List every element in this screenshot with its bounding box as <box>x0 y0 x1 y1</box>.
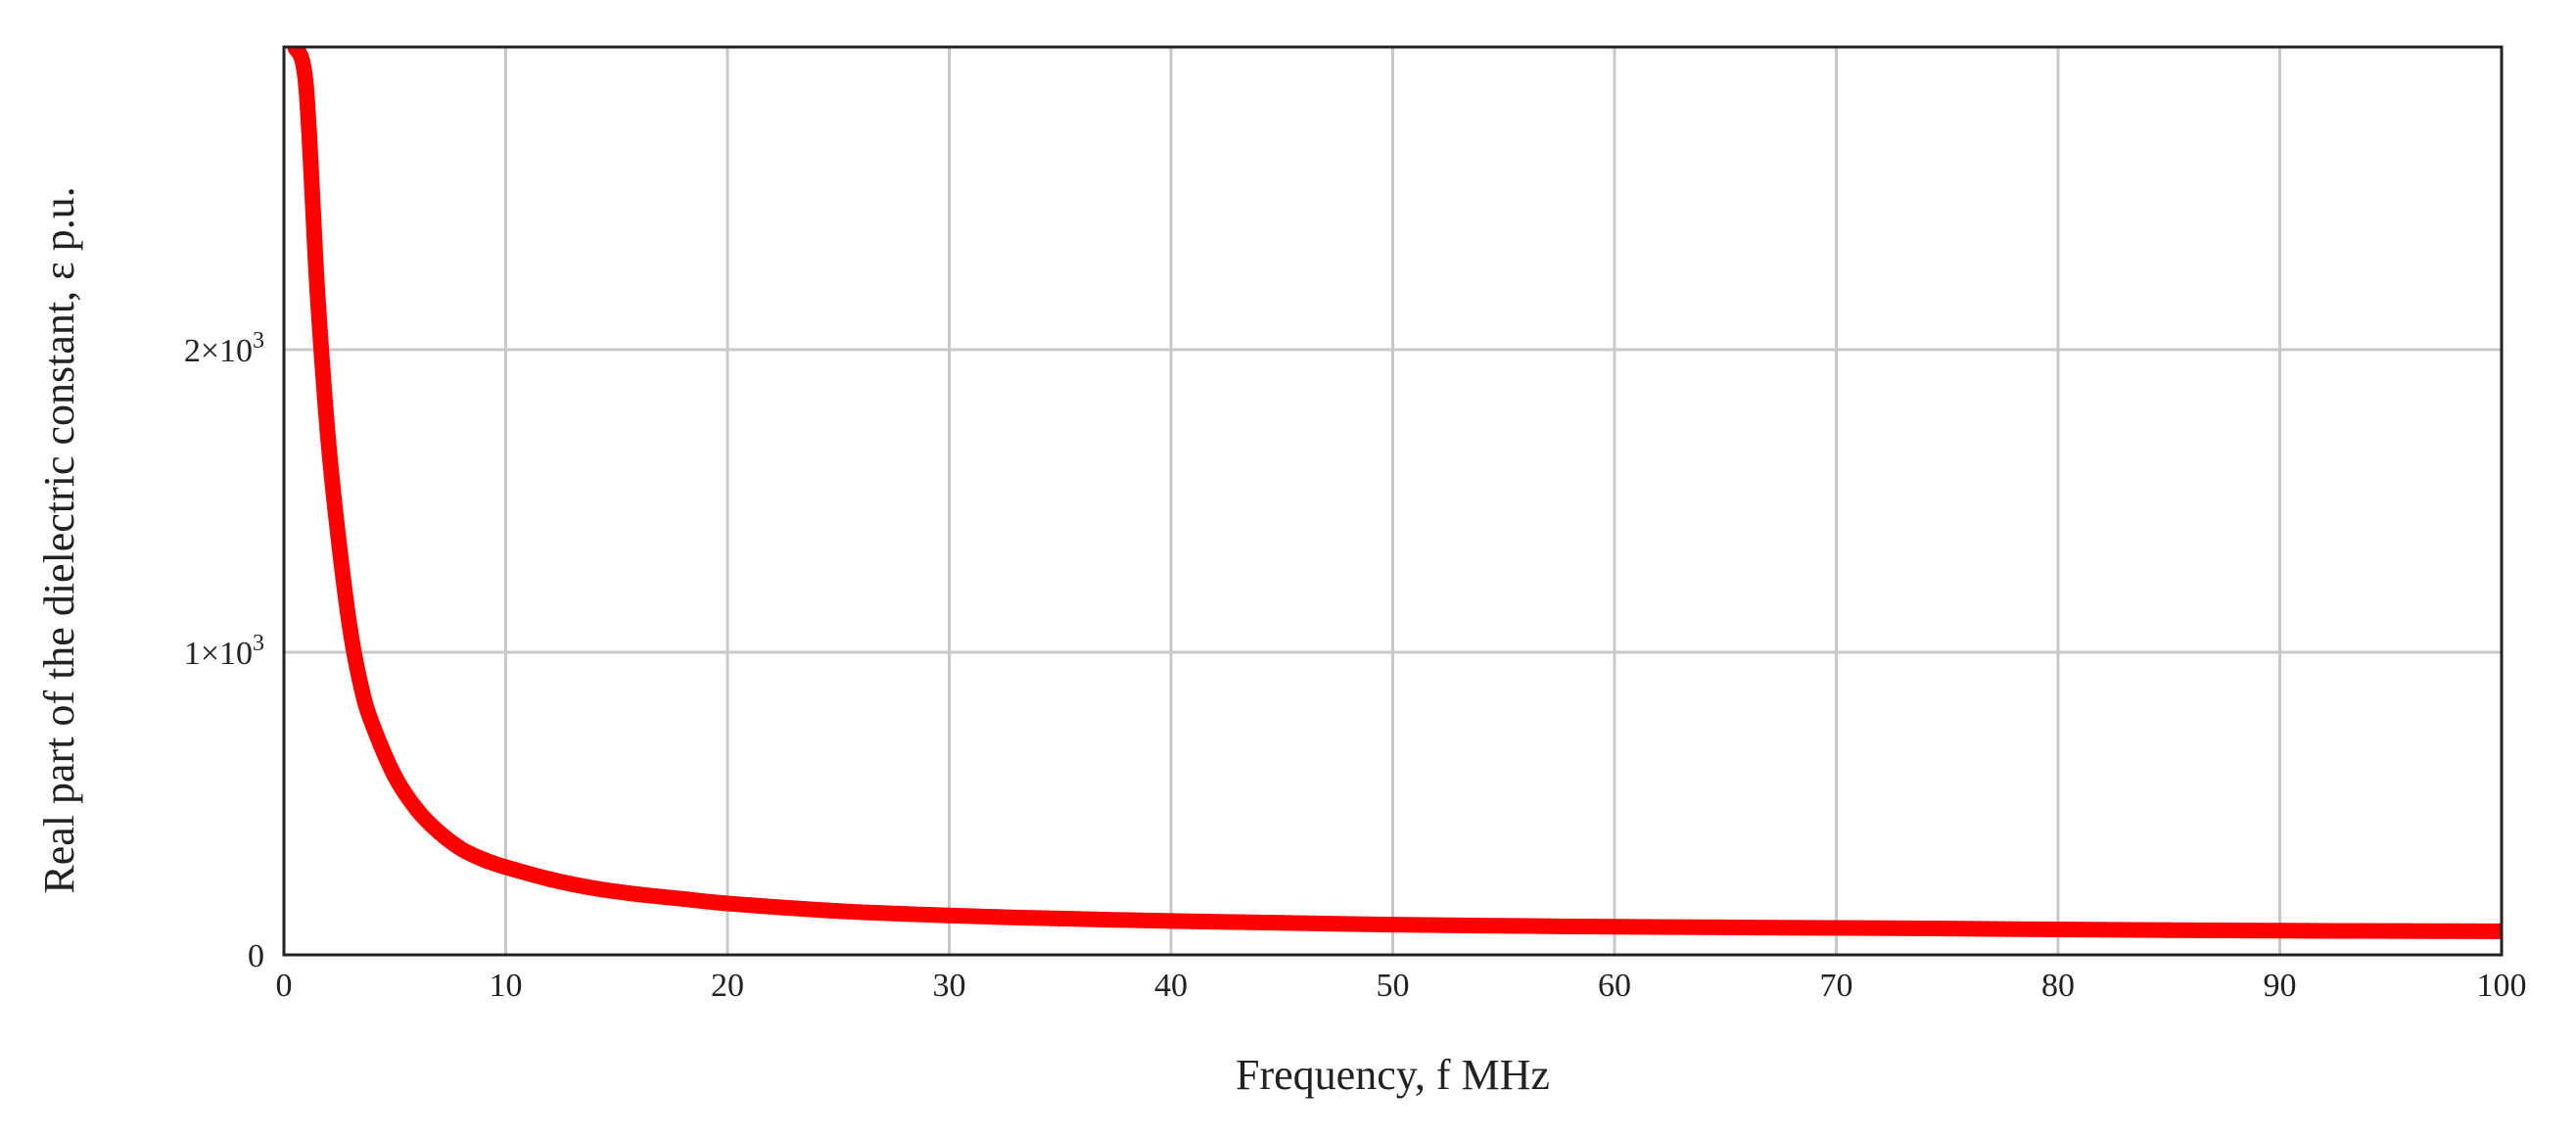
data-point <box>2050 922 2066 938</box>
data-point <box>1274 915 1290 931</box>
data-point <box>586 880 603 897</box>
data-point <box>2272 923 2288 939</box>
y-tick-base: 2×10 <box>184 333 253 369</box>
plot-frame <box>282 45 2504 957</box>
x-tick-label: 0 <box>276 968 293 1004</box>
x-axis-ticks: 0 10 20 30 40 50 60 70 80 90 100 <box>276 968 2527 1004</box>
data-point <box>2494 923 2502 939</box>
data-point <box>1384 917 1401 933</box>
y-tick-label: 2×103 <box>184 328 264 369</box>
x-tick-label: 80 <box>2041 968 2075 1004</box>
data-point <box>1828 920 1845 936</box>
data-point <box>675 890 691 907</box>
x-tick-label: 40 <box>1154 968 1188 1004</box>
data-point <box>308 281 325 298</box>
data-point <box>1052 910 1068 926</box>
data-point <box>1717 919 1734 935</box>
data-point <box>1163 913 1179 929</box>
x-tick-label: 10 <box>490 968 523 1004</box>
x-tick-label: 50 <box>1377 968 1410 1004</box>
data-point <box>631 886 647 903</box>
data-point <box>720 895 735 912</box>
series-group <box>287 47 2502 939</box>
data-point <box>453 840 470 857</box>
data-point <box>298 78 314 95</box>
x-tick-label: 30 <box>933 968 966 1004</box>
series-line <box>287 47 2502 939</box>
y-tick-label: 0 <box>248 938 264 974</box>
y-tick-label: 1×103 <box>184 631 264 672</box>
data-point <box>387 768 403 784</box>
data-point <box>408 801 425 818</box>
grid <box>284 47 2502 955</box>
data-point <box>1939 921 1955 937</box>
data-point <box>342 623 358 640</box>
y-tick-base: 0 <box>248 938 264 974</box>
data-point <box>475 851 492 868</box>
data-point <box>320 432 337 449</box>
data-point <box>1495 918 1512 934</box>
data-point <box>941 907 958 924</box>
y-tick-base: 1×10 <box>184 636 253 672</box>
data-point <box>541 871 558 887</box>
data-point <box>2382 923 2399 939</box>
data-point <box>353 681 370 697</box>
data-point <box>364 717 381 734</box>
data-point <box>830 903 847 920</box>
data-point <box>2161 922 2178 938</box>
data-point <box>1607 919 1622 935</box>
data-point <box>287 47 304 55</box>
y-tick-exponent: 3 <box>253 631 264 656</box>
x-tick-label: 20 <box>711 968 744 1004</box>
data-point <box>331 538 348 554</box>
x-axis-title: Frequency, f MHz <box>1236 1051 1550 1099</box>
x-tick-label: 90 <box>2264 968 2297 1004</box>
x-tick-label: 60 <box>1598 968 1631 1004</box>
data-point <box>431 824 447 840</box>
data-point <box>497 859 514 876</box>
x-tick-label: 100 <box>2477 968 2527 1004</box>
x-tick-label: 70 <box>1820 968 1853 1004</box>
y-axis-title: Real part of the dielectric constant, ε … <box>35 186 83 893</box>
y-tick-exponent: 3 <box>253 328 264 354</box>
